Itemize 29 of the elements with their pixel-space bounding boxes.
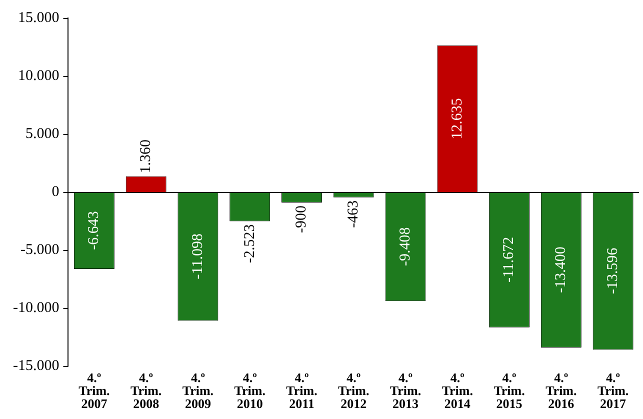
y-tick-label: -5.000 <box>20 242 60 258</box>
x-tick-label: 4.º Trim. 2013 <box>390 370 422 411</box>
y-tick-label: 10.000 <box>18 68 60 84</box>
data-label: -13.596 <box>604 247 621 294</box>
x-tick-label: 4.º Trim. 2012 <box>338 370 370 411</box>
data-label: -13.400 <box>553 246 570 293</box>
data-label: -900 <box>294 205 310 233</box>
y-tick-label: 15.000 <box>18 10 60 26</box>
x-tick-label: 4.º Trim. 2017 <box>597 370 629 411</box>
x-tick-label: 4.º Trim. 2011 <box>286 370 318 411</box>
x-tick-label: 4.º Trim. 2014 <box>442 370 473 411</box>
data-label: 12.635 <box>449 98 466 140</box>
y-tick-label: -15.000 <box>12 358 60 374</box>
data-label: -6.643 <box>86 211 102 250</box>
x-tick-label: 4.º Trim. 2009 <box>182 370 214 411</box>
y-tick-label: -10.000 <box>12 300 60 316</box>
x-tick-label: 4.º Trim. 2010 <box>234 370 266 411</box>
data-label: -11.672 <box>501 236 518 283</box>
x-tick-label: 4.º Trim. 2007 <box>78 370 110 411</box>
x-tick-label: 4.º Trim. 2015 <box>494 370 525 411</box>
y-tick-label: 0 <box>52 184 60 200</box>
data-label: -9.408 <box>397 227 414 266</box>
x-tick-label: 4.º Trim. 2008 <box>130 370 162 411</box>
data-label: -2.523 <box>242 224 258 264</box>
y-tick-label: 5.000 <box>25 126 60 142</box>
data-label: -463 <box>346 200 362 228</box>
data-label: -11.098 <box>190 234 206 280</box>
data-label: 1.360 <box>138 139 154 174</box>
x-tick-label: 4.º Trim. 2016 <box>546 370 577 411</box>
